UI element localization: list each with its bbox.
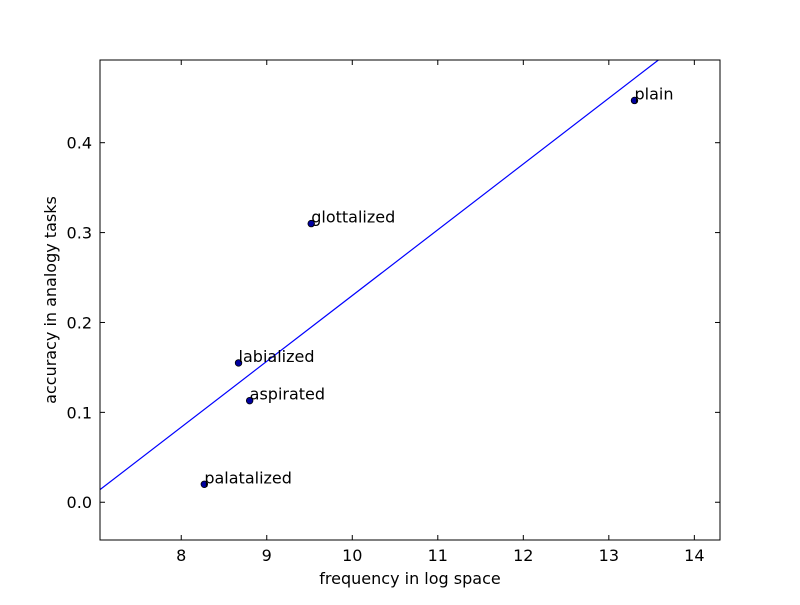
y-tick-label: 0.0 [67, 493, 92, 512]
y-tick-label: 0.1 [67, 403, 92, 422]
points-layer: plain glottalized labialized aspirated palat… [200, 84, 673, 488]
point-label: labialized [239, 347, 315, 366]
data-point [234, 359, 243, 367]
data-point [200, 480, 209, 488]
y-tick-label: 0.4 [67, 134, 92, 153]
x-tick-label: 12 [513, 546, 533, 565]
data-point [630, 96, 639, 105]
x-axis-label: frequency in log space [319, 569, 500, 588]
x-tick-label: 13 [599, 546, 619, 565]
y-tick-label: 0.2 [67, 313, 92, 332]
ticks-layer: 8 9 10 11 12 13 14 0.0 0.1 0.2 0.3 0.4 [67, 60, 720, 565]
data-point [307, 219, 315, 228]
x-tick-label: 10 [342, 546, 362, 565]
point-label: aspirated [250, 385, 325, 404]
x-tick-label: 9 [262, 546, 272, 565]
x-tick-label: 14 [684, 546, 704, 565]
x-tick-label: 11 [428, 546, 448, 565]
y-tick-label: 0.3 [67, 224, 92, 243]
plot-area-frame [99, 59, 721, 541]
y-axis-label: accuracy in analogy tasks [41, 196, 60, 404]
point-label: glottalized [311, 208, 395, 227]
point-label: plain [634, 84, 673, 103]
fit-line [99, 59, 659, 491]
data-point [245, 396, 254, 405]
fit-line-layer [99, 59, 659, 491]
point-label: palatalized [204, 468, 292, 487]
x-tick-label: 8 [176, 546, 186, 565]
